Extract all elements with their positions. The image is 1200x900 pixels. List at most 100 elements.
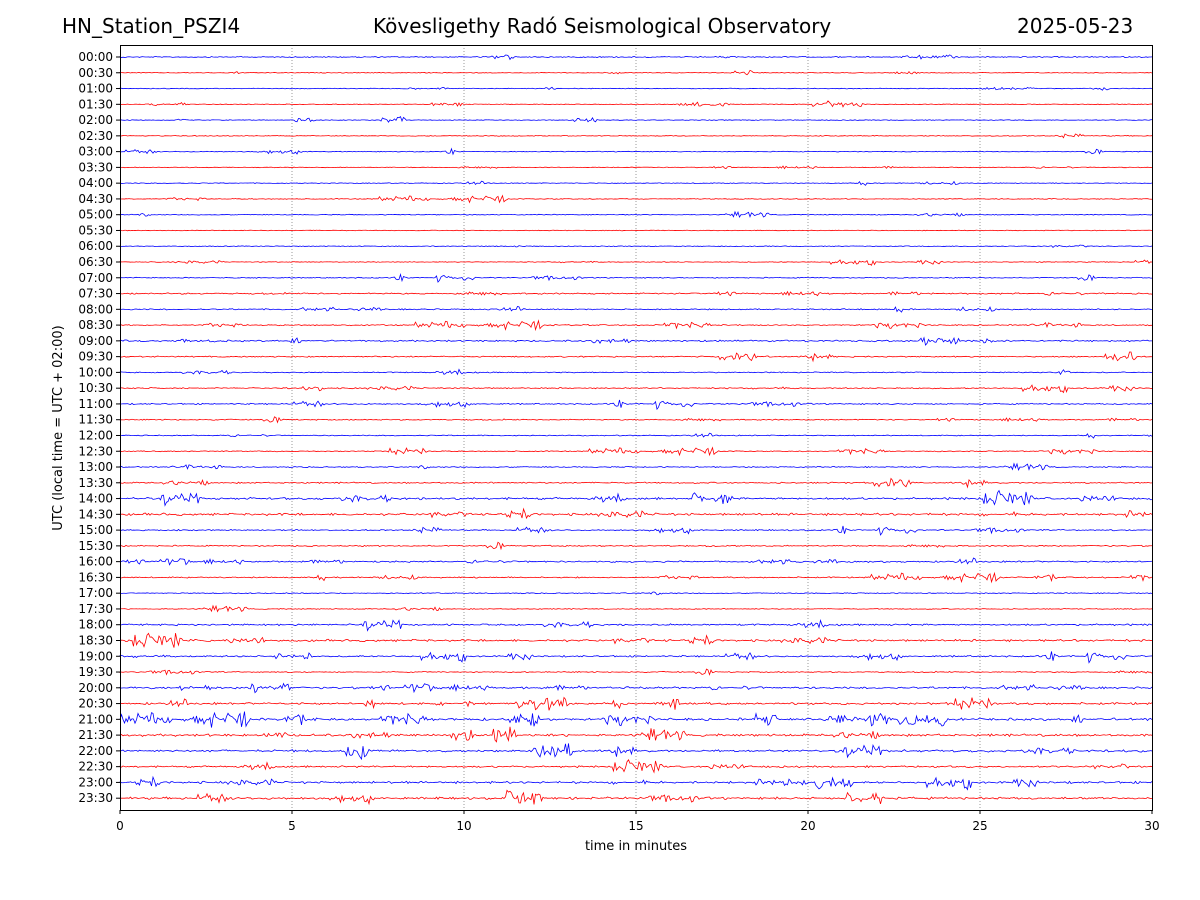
y-tick-label: 09:00 <box>78 334 113 348</box>
trace-2230 <box>119 759 1153 774</box>
trace-0300 <box>119 147 1153 156</box>
grid-lines <box>291 45 981 810</box>
x-tick-label: 10 <box>456 819 471 833</box>
record-date: 2025-05-23 <box>1017 14 1134 38</box>
trace-1300 <box>119 462 1153 472</box>
y-tick-label: 12:00 <box>78 428 113 442</box>
trace-1830 <box>119 632 1153 648</box>
y-tick-label: 18:30 <box>78 633 113 647</box>
y-tick-label: 07:30 <box>78 287 113 301</box>
y-tick-label: 19:30 <box>78 665 113 679</box>
y-tick-label: 15:30 <box>78 539 113 553</box>
trace-0400 <box>119 180 1153 186</box>
y-tick-label: 02:00 <box>78 113 113 127</box>
trace-1600 <box>119 557 1153 566</box>
y-tick-label: 20:00 <box>78 681 113 695</box>
trace-2100 <box>119 711 1153 728</box>
y-tick-label: 06:00 <box>78 239 113 253</box>
trace-0600 <box>119 244 1153 248</box>
y-tick-label: 08:30 <box>78 318 113 332</box>
trace-0200 <box>119 115 1153 123</box>
y-tick-label: 05:00 <box>78 208 113 222</box>
trace-1200 <box>119 432 1153 439</box>
trace-1500 <box>119 525 1153 536</box>
trace-1430 <box>119 507 1153 520</box>
y-tick-label: 16:30 <box>78 570 113 584</box>
y-tick-label: 00:00 <box>78 50 113 64</box>
x-tick-label: 15 <box>628 819 643 833</box>
trace-0530 <box>119 229 1153 232</box>
y-tick-label: 14:30 <box>78 507 113 521</box>
trace-2300 <box>119 775 1153 791</box>
x-axis-label: time in minutes <box>585 839 687 854</box>
y-tick-label: 11:30 <box>78 413 113 427</box>
y-tick-label: 20:30 <box>78 697 113 711</box>
trace-2000 <box>119 682 1153 694</box>
y-tick-label: 17:00 <box>78 586 113 600</box>
y-tick-label: 03:00 <box>78 145 113 159</box>
trace-1130 <box>119 416 1153 424</box>
trace-1700 <box>119 591 1153 596</box>
trace-1330 <box>119 477 1153 489</box>
y-tick-label: 12:30 <box>78 444 113 458</box>
station-name: HN_Station_PSZI4 <box>62 14 241 38</box>
trace-1030 <box>119 384 1153 394</box>
trace-0000 <box>119 54 1153 61</box>
y-tick-label: 17:30 <box>78 602 113 616</box>
y-tick-label: 16:00 <box>78 555 113 569</box>
y-tick-label: 03:30 <box>78 160 113 174</box>
x-tick-label: 30 <box>1144 819 1159 833</box>
y-tick-label: 05:30 <box>78 223 113 237</box>
trace-0730 <box>119 290 1153 297</box>
trace-0500 <box>119 210 1153 219</box>
y-tick-label: 18:00 <box>78 618 113 632</box>
trace-0030 <box>119 69 1153 76</box>
y-tick-label: 22:00 <box>78 744 113 758</box>
y-tick-label: 19:00 <box>78 649 113 663</box>
trace-0230 <box>119 133 1153 139</box>
y-tick-label: 08:00 <box>78 302 113 316</box>
y-tick-label: 15:00 <box>78 523 113 537</box>
y-tick-label: 21:00 <box>78 712 113 726</box>
traces <box>119 54 1153 806</box>
x-tick-label: 0 <box>116 819 124 833</box>
y-tick-label: 04:00 <box>78 176 113 190</box>
trace-1900 <box>119 651 1153 664</box>
trace-1930 <box>119 668 1153 676</box>
y-tick-label: 23:30 <box>78 791 113 805</box>
trace-0930 <box>119 351 1153 363</box>
trace-1800 <box>119 618 1153 632</box>
trace-2330 <box>119 789 1153 806</box>
trace-0630 <box>119 259 1153 266</box>
y-tick-label: 13:00 <box>78 460 113 474</box>
y-tick-label: 01:30 <box>78 97 113 111</box>
trace-2200 <box>119 743 1153 761</box>
observatory-title: Kövesligethy Radó Seismological Observat… <box>373 14 832 38</box>
trace-0700 <box>119 273 1153 283</box>
y-tick-label: 22:30 <box>78 760 113 774</box>
y-tick-label: 09:30 <box>78 350 113 364</box>
y-tick-label: 06:30 <box>78 255 113 269</box>
y-axis-label: UTC (local time = UTC + 02:00) <box>51 325 66 530</box>
trace-0830 <box>119 319 1153 332</box>
trace-1630 <box>119 571 1153 584</box>
trace-1000 <box>119 368 1153 376</box>
x-tick-label: 20 <box>800 819 815 833</box>
y-tick-label: 23:00 <box>78 775 113 789</box>
x-tick-label: 25 <box>972 819 987 833</box>
trace-2130 <box>119 726 1153 743</box>
y-tick-label: 21:30 <box>78 728 113 742</box>
trace-2030 <box>119 696 1153 711</box>
y-tick-label: 04:30 <box>78 192 113 206</box>
x-axis-ticks: 0 5 10 15 20 25 30 <box>116 810 1160 833</box>
trace-0130 <box>119 100 1153 108</box>
y-tick-label: 00:30 <box>78 66 113 80</box>
trace-1530 <box>119 541 1153 551</box>
plot-frame <box>120 45 1153 811</box>
y-tick-label: 13:30 <box>78 476 113 490</box>
trace-1100 <box>119 399 1153 411</box>
y-tick-label: 11:00 <box>78 397 113 411</box>
trace-1400 <box>119 489 1153 507</box>
